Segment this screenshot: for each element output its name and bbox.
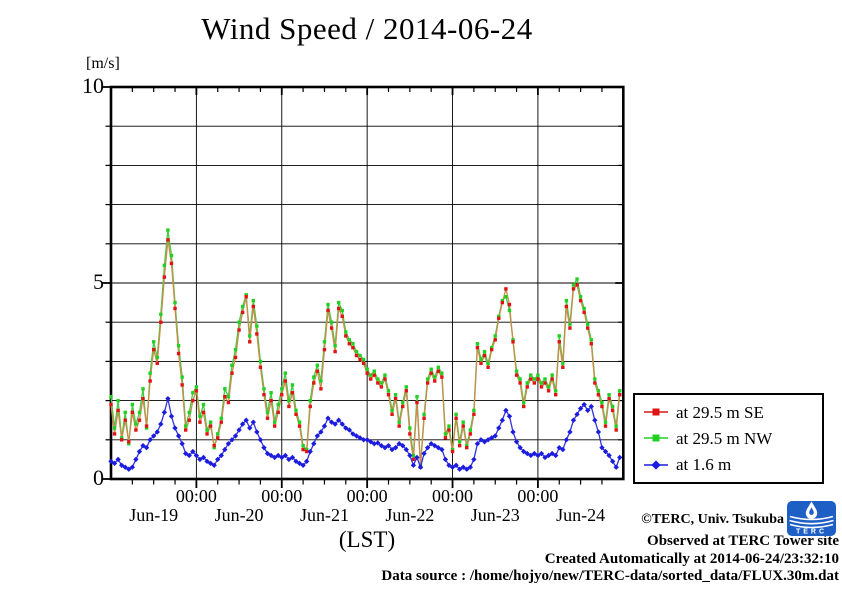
series-line-1-6m [110,398,621,471]
legend-label-se: at 29.5 m SE [676,402,764,422]
x-axis-label: (LST) [338,527,396,552]
x-day-label-jun-20: Jun-20 [214,505,264,525]
x-day-label-jun-22: Jun-22 [385,505,435,525]
legend-marker-nw-icon [644,434,668,442]
legend-label-nw: at 29.5 m NW [676,428,773,448]
terc-logo-text: TERC [796,529,827,536]
legend-item-29-5m-nw: at 29.5 m NW [643,430,822,447]
series-markers-nw [109,228,622,467]
legend-marker-1-6m-icon [644,460,668,470]
plot-frame [109,85,625,481]
legend-item-29-5m-se: at 29.5 m SE [643,404,822,421]
terc-logo: TERC [787,501,836,536]
y-tick-label-5: 5 [93,268,104,294]
chart-title: Wind Speed / 2014-06-24 [201,11,533,46]
series-line-se [110,239,621,468]
x-day-label-jun-19: Jun-19 [129,505,179,525]
legend-marker-se-icon [644,408,668,416]
x-day-label-jun-23: Jun-23 [470,505,520,525]
x-day-label-jun-21: Jun-21 [299,505,349,525]
chart-legend: at 29.5 m SE at 29.5 m NW at 1.6 m [633,393,824,484]
x-tick-label-midnight: 00:00 [432,486,474,506]
copyright-text: ©TERC, Univ. Tsukuba [641,512,784,527]
legend-label-1-6m: at 1.6 m [676,455,732,475]
data-source-text: Data source : /home/hojyo/new/TERC-data/… [381,568,839,584]
y-tick-label-0: 0 [93,464,104,490]
x-tick-label-midnight: 00:00 [261,486,303,506]
y-axis-units-label: [m/s] [86,55,120,72]
observed-site-text: Observed at TERC Tower site [647,533,839,549]
x-tick-label-midnight: 00:00 [175,486,217,506]
legend-item-1-6m: at 1.6 m [643,456,822,473]
x-tick-label-midnight: 00:00 [346,486,388,506]
series-markers-se [109,238,622,469]
created-timestamp-text: Created Automatically at 2014-06-24/23:3… [544,551,839,567]
series-markers-1-6m [108,395,623,472]
x-tick-label-midnight: 00:00 [517,486,559,506]
x-day-label-jun-24: Jun-24 [556,505,606,525]
y-tick-label-10: 10 [82,72,104,98]
